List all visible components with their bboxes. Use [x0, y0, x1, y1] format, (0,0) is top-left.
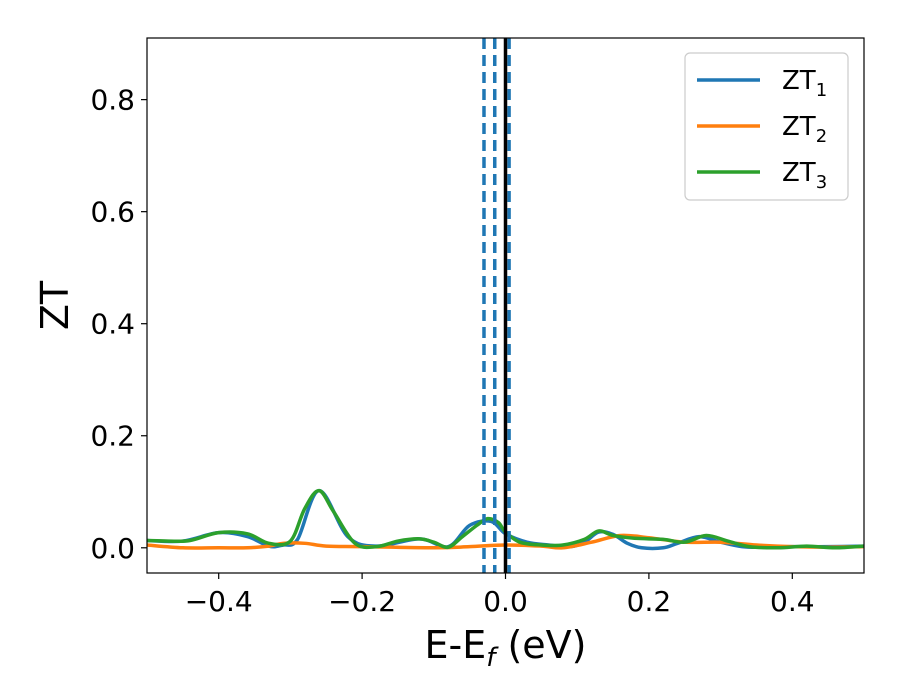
- x-tick-label: −0.4: [185, 585, 253, 618]
- x-axis-title-main: E-E: [425, 623, 487, 667]
- legend: ZT1 ZT2 ZT3: [684, 52, 849, 201]
- legend-label-zt1: ZT1: [782, 66, 827, 101]
- legend-label-zt3: ZT3: [782, 158, 827, 193]
- vertical-lines-layer: [482, 38, 511, 573]
- series-line-zt3: [147, 488, 864, 550]
- y-tick-label: 0.0: [90, 532, 135, 565]
- x-axis-ticks: −0.4 −0.2 0.0 0.2 0.4: [185, 573, 815, 618]
- legend-label-zt2: ZT2: [782, 112, 827, 147]
- x-tick-label: −0.2: [328, 585, 396, 618]
- x-tick-label: 0.0: [483, 585, 528, 618]
- x-tick-label: 0.2: [627, 585, 672, 618]
- x-tick-label: 0.4: [770, 585, 815, 618]
- legend-box: [684, 52, 849, 201]
- y-axis-ticks: 0.0 0.2 0.4 0.6 0.8: [90, 84, 147, 565]
- x-axis-title-unit: (eV): [495, 623, 586, 667]
- y-tick-label: 0.6: [90, 196, 135, 229]
- y-axis-title: ZT: [33, 280, 77, 330]
- y-tick-label: 0.4: [90, 308, 135, 341]
- y-tick-label: 0.2: [90, 420, 135, 453]
- x-axis-title: E-Ef (eV): [425, 623, 587, 673]
- y-tick-label: 0.8: [90, 84, 135, 117]
